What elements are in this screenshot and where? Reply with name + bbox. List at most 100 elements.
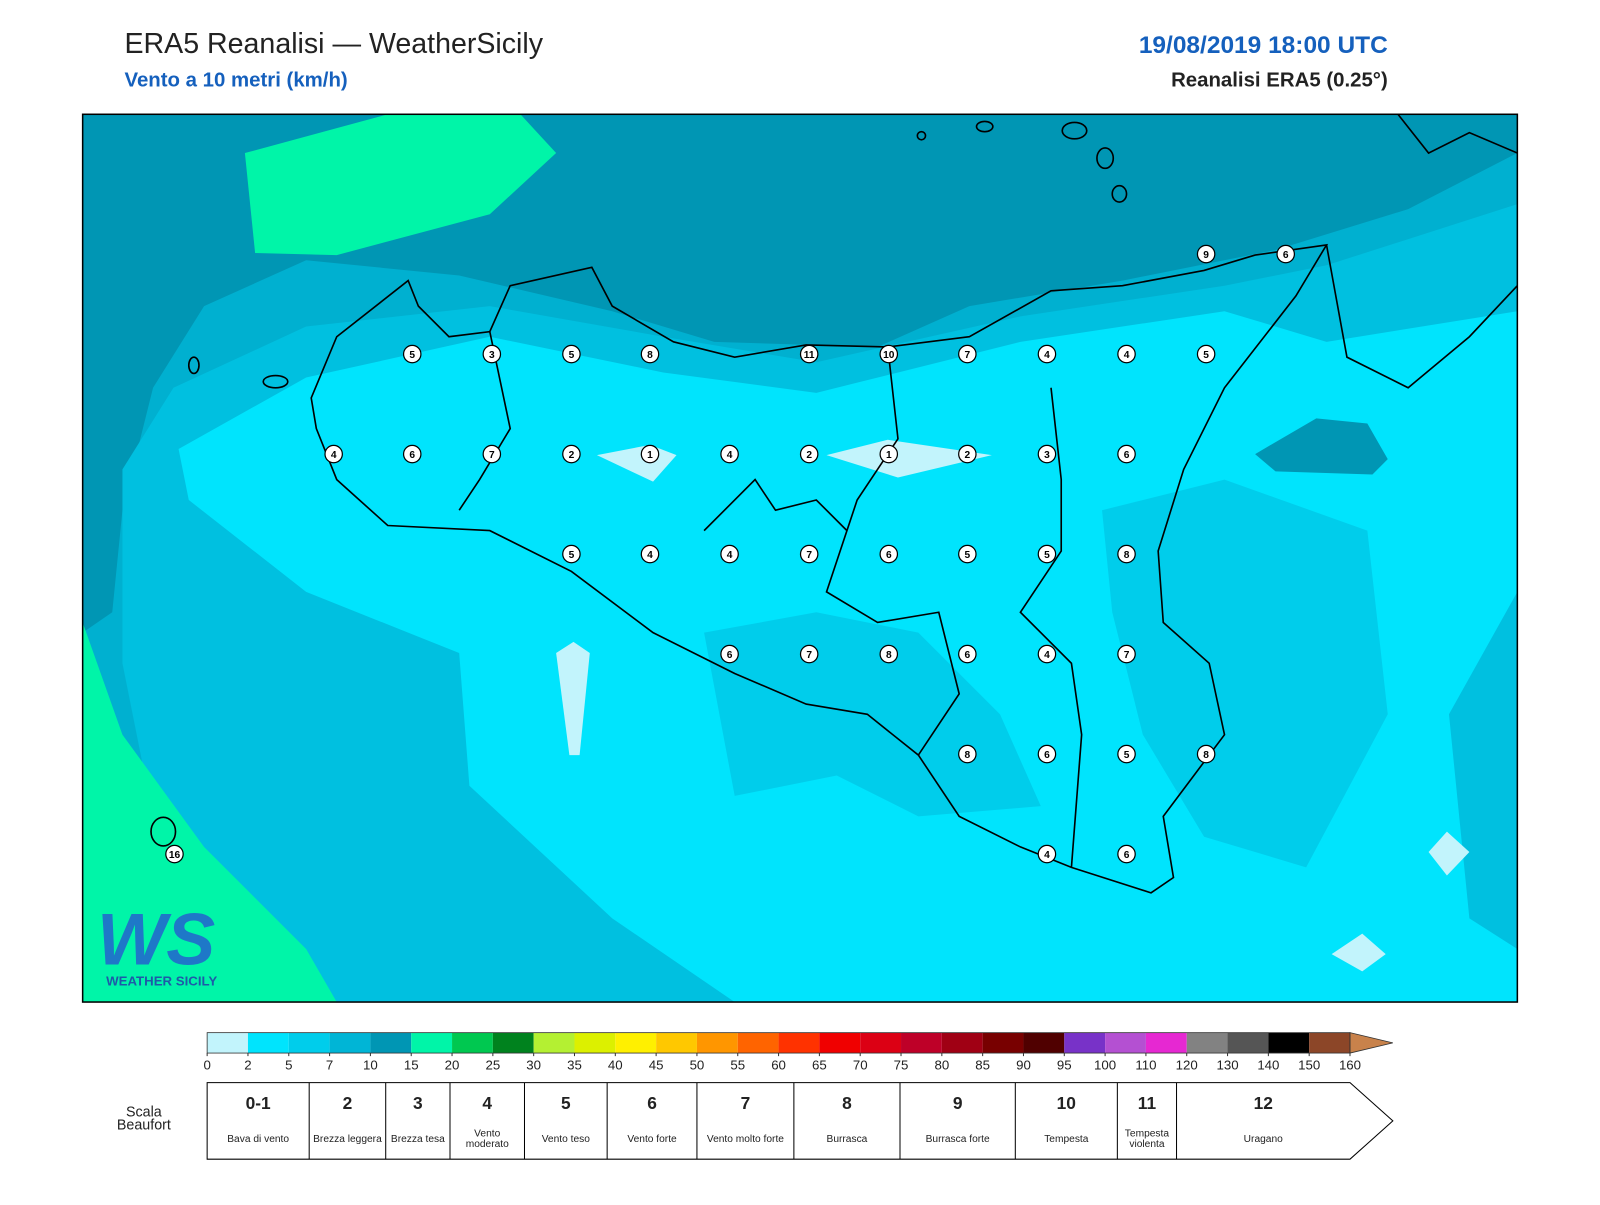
colorbar-segment — [288, 1032, 330, 1054]
station-value: 7 — [806, 650, 812, 661]
beaufort-description-box: Burrasca — [827, 1134, 868, 1144]
station-value: 5 — [965, 550, 971, 561]
station-marker — [958, 444, 977, 464]
station-value: 4 — [727, 550, 733, 561]
colorbar-segment — [778, 1032, 820, 1054]
station-marker — [1117, 444, 1136, 464]
station-value: 2 — [806, 450, 812, 461]
colorbar-tick-label: 7 — [326, 1057, 333, 1072]
station-marker — [562, 344, 581, 364]
colorbar-segment — [574, 1032, 616, 1054]
beaufort-description-box: Bava di vento — [227, 1133, 290, 1145]
beaufort-description-box: Brezza leggera — [313, 1133, 382, 1145]
station-value: 4 — [331, 450, 337, 461]
station-marker — [562, 544, 581, 564]
contour — [1331, 933, 1386, 972]
colorbar-segment — [656, 1032, 697, 1054]
station-marker — [1037, 444, 1057, 464]
colorbar-tick-label: 5 — [285, 1057, 292, 1072]
beaufort-force: 12 — [1254, 1093, 1273, 1113]
station-marker — [324, 444, 343, 464]
colorbar-tick-label: 2 — [244, 1057, 251, 1072]
contour — [1428, 831, 1470, 876]
station-marker — [1196, 244, 1216, 264]
colorbar-segment — [982, 1032, 1024, 1054]
station-marker — [879, 344, 899, 364]
station-value: 6 — [1124, 450, 1130, 461]
station-marker — [1037, 644, 1057, 664]
station-marker — [1117, 544, 1136, 564]
beaufort-scale: Scala Beaufort 0-1 Bava di vento 2 Brezza le… — [117, 1082, 1394, 1160]
colorbar-tick-label: 140 — [1257, 1057, 1279, 1072]
station-value: 7 — [965, 350, 971, 361]
colorbar-segment — [1309, 1032, 1350, 1054]
beaufort-description-box: Vento teso — [541, 1133, 590, 1145]
colorbar-segment — [533, 1032, 575, 1054]
station-marker — [562, 444, 581, 464]
colorbar-segment — [737, 1032, 779, 1054]
station-value: 5 — [1044, 550, 1050, 561]
station-marker — [1117, 844, 1136, 864]
station-value: 4 — [1044, 850, 1050, 861]
logo-mark: WS — [97, 897, 215, 980]
station-value: 8 — [965, 750, 971, 761]
beaufort-description-box: Tempesta violenta — [1124, 1128, 1170, 1150]
station-marker — [958, 544, 977, 564]
station-value: 6 — [1124, 850, 1130, 861]
colorbar-segment — [1227, 1032, 1269, 1054]
station-value: 6 — [409, 450, 415, 461]
beaufort-description: Burrasca forte — [925, 1133, 990, 1145]
station-value: 5 — [569, 350, 575, 361]
colorbar-tick-label: 90 — [1016, 1057, 1031, 1072]
beaufort-description: Tempesta — [1044, 1133, 1089, 1145]
colorbar-tick-label: 120 — [1176, 1057, 1198, 1072]
beaufort-force: 0-1 — [246, 1093, 271, 1113]
beaufort-description: Tempesta violenta — [1124, 1128, 1170, 1150]
map: 9 6 5 3 5 8 11 10 7 4 4 5 4 6 7 2 1 4 2 1 2 3 6 5 4 4 7 6 5 5 8 6 7 8 6 4 7 8… — [81, 113, 1519, 1003]
beaufort-label-box: Scala Beaufort — [117, 1105, 171, 1132]
station-value: 1 — [647, 450, 653, 461]
beaufort-description: Brezza leggera — [313, 1133, 382, 1145]
beaufort-description: Vento teso — [541, 1133, 590, 1145]
colorbar-segment — [492, 1032, 534, 1054]
colorbar-segment — [370, 1032, 412, 1054]
station-value: 5 — [1124, 750, 1130, 761]
colorbar-tick-label: 95 — [1057, 1057, 1072, 1072]
station-value: 2 — [569, 450, 575, 461]
colorbar-tick-label: 20 — [445, 1057, 460, 1072]
station-value: 4 — [1044, 350, 1050, 361]
colorbar-segment — [1268, 1032, 1310, 1054]
colorbar: 0 2 5 7 10 15 20 25 30 35 40 45 50 55 60 65 70 75 80 85 90 95… — [203, 1032, 1393, 1072]
contour — [1255, 418, 1388, 475]
station-marker — [1196, 344, 1216, 364]
station-marker — [1117, 744, 1136, 764]
colorbar-segment — [329, 1032, 371, 1054]
colorbar-tick-label: 50 — [690, 1057, 705, 1072]
beaufort-description: Vento forte — [627, 1133, 677, 1145]
station-marker — [482, 344, 502, 364]
station-marker — [879, 644, 899, 664]
station-value: 6 — [1283, 250, 1289, 261]
station-value: 16 — [169, 850, 181, 861]
colorbar-tick-label: 25 — [485, 1057, 500, 1072]
contour — [244, 114, 557, 256]
logo-name: WEATHER SICILY — [106, 974, 217, 989]
station-value: 3 — [1044, 450, 1050, 461]
colorbar-tick-label: 10 — [363, 1057, 378, 1072]
colorbar-segment — [1105, 1032, 1146, 1054]
contour — [556, 641, 590, 756]
colorbar-tick-label: 40 — [608, 1057, 623, 1072]
beaufort-description: Bava di vento — [227, 1133, 290, 1145]
station-marker — [958, 744, 977, 764]
station-marker — [402, 344, 422, 364]
colorbar-tick-label: 150 — [1298, 1057, 1320, 1072]
colorbar-tick-label: 55 — [730, 1057, 745, 1072]
beaufort-frame — [206, 1082, 1394, 1160]
beaufort-description-box: Vento forte — [627, 1133, 677, 1145]
station-marker — [165, 844, 184, 864]
colorbar-tick-label: 110 — [1135, 1057, 1156, 1072]
beaufort-force: 2 — [343, 1093, 353, 1113]
beaufort-description-box: Brezza tesa — [391, 1134, 445, 1144]
beaufort-force: 10 — [1057, 1093, 1076, 1113]
